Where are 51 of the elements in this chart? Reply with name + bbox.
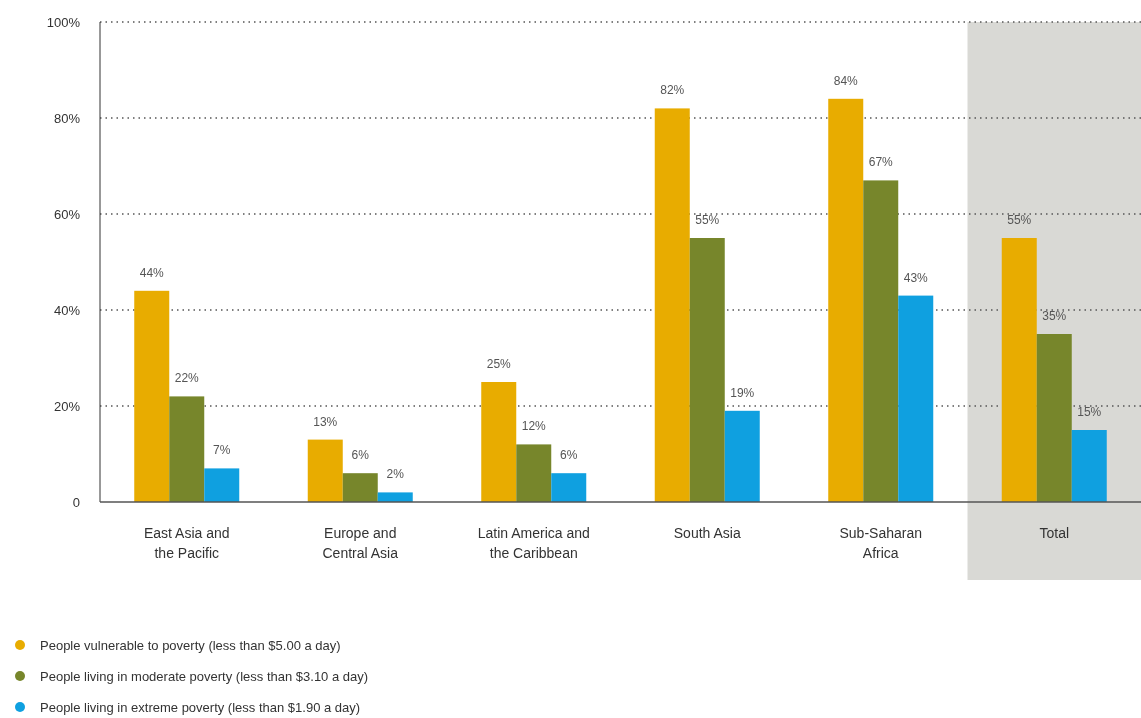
bar bbox=[377, 492, 413, 502]
y-tick-label: 60% bbox=[53, 206, 81, 222]
bar bbox=[1071, 430, 1107, 502]
data-label: 44% bbox=[139, 265, 165, 280]
bar bbox=[828, 98, 864, 502]
data-label: 55% bbox=[1007, 213, 1032, 227]
bar bbox=[1001, 238, 1037, 502]
bar bbox=[898, 295, 934, 502]
data-label: 12% bbox=[521, 419, 547, 434]
y-tick-label: 20% bbox=[53, 398, 81, 414]
data-label: 55% bbox=[695, 213, 720, 227]
legend-label: People living in moderate poverty (less than $3.10 a day) bbox=[40, 668, 369, 684]
data-label: 35% bbox=[1042, 309, 1067, 323]
data-label: 84% bbox=[833, 73, 859, 88]
bar bbox=[863, 180, 899, 502]
x-tick-label: Sub-Saharan Africa bbox=[839, 525, 923, 561]
data-label: 43% bbox=[903, 270, 929, 285]
y-tick-label: 0 bbox=[72, 494, 80, 510]
legend-label: People vulnerable to poverty (less than $5.00 a day) bbox=[40, 637, 341, 653]
data-label: 82% bbox=[660, 83, 685, 98]
x-tick-label: South Asia bbox=[673, 525, 741, 541]
data-label: 6% bbox=[560, 448, 578, 463]
x-tick-label: Total bbox=[1039, 525, 1070, 541]
x-tick-label: Europe and Central Asia bbox=[322, 525, 399, 561]
x-tick-label: Latin America and the Caribbean bbox=[477, 525, 590, 561]
data-label: 25% bbox=[486, 357, 512, 371]
bar bbox=[516, 444, 552, 502]
y-tick-label: 100% bbox=[46, 14, 81, 30]
bar bbox=[654, 108, 690, 502]
bar bbox=[307, 439, 343, 502]
bar bbox=[689, 238, 725, 502]
data-label: 6% bbox=[351, 448, 370, 463]
data-label: 19% bbox=[730, 385, 755, 400]
x-tick-label: East Asia and the Pacific bbox=[143, 525, 230, 561]
y-tick-label: 40% bbox=[53, 302, 81, 318]
bar bbox=[342, 473, 378, 502]
bar bbox=[204, 468, 240, 502]
bar bbox=[134, 290, 170, 502]
data-label: 15% bbox=[1077, 405, 1102, 419]
data-label: 2% bbox=[386, 467, 405, 482]
data-label: 7% bbox=[213, 443, 231, 458]
bar bbox=[551, 473, 587, 502]
bar bbox=[724, 410, 760, 502]
data-label: 67% bbox=[868, 155, 894, 170]
data-label: 13% bbox=[313, 414, 338, 429]
bar bbox=[481, 382, 517, 502]
bar bbox=[1036, 334, 1072, 502]
bar bbox=[169, 396, 205, 502]
y-tick-label: 80% bbox=[53, 110, 81, 126]
legend-label: People living in extreme poverty (less than $1.90 a day) bbox=[40, 699, 361, 715]
data-label: 22% bbox=[174, 371, 200, 386]
